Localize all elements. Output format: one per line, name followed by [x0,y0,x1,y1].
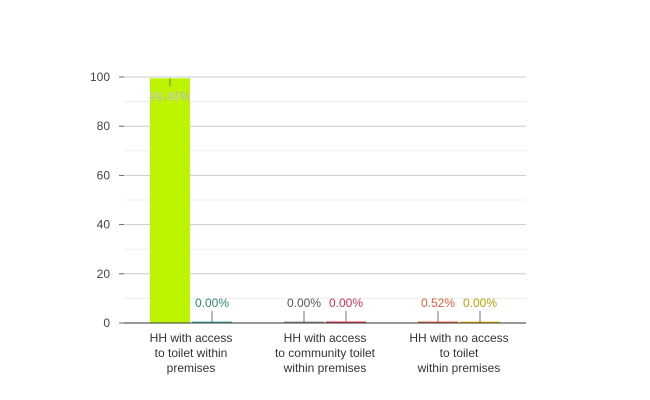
data-label: 0.00% [463,296,497,310]
x-category-label: HH with access to community toilet within … [275,331,376,375]
x-category-label-line: premises [167,361,216,375]
x-category-label-line: HH with access [150,331,233,345]
y-tick-label: 60 [97,168,111,182]
grid-lines [124,76,526,299]
y-tick-label: 40 [97,218,111,232]
x-category-label: HH with no access to toilet within premise… [409,331,508,375]
data-label: 0.00% [287,296,321,310]
x-category-label-line: HH with no access [409,331,508,345]
x-category-label-line: within premises [417,361,501,375]
bar[interactable] [150,78,190,323]
data-label: 0.00% [329,296,363,310]
data-label: 99.48% [150,89,191,103]
y-axis: 0 20 40 60 80 100 [90,70,124,330]
x-category-label-line: to toilet [440,346,479,360]
y-tick-label: 100 [90,70,110,84]
data-label: 0.00% [195,296,229,310]
x-axis: HH with access to toilet within premisesHH… [124,322,526,375]
data-label: 0.52% [421,296,455,310]
x-category-label-line: within premises [283,361,367,375]
bars [150,78,500,323]
x-category-label-line: to toilet within [155,346,228,360]
y-tick-label: 0 [103,316,110,330]
y-tick-label: 80 [97,119,111,133]
y-tick-label: 20 [97,267,111,281]
x-category-label: HH with access to toilet within premises [150,331,233,375]
x-category-label-line: to community toilet [275,346,376,360]
x-category-label-line: HH with access [284,331,367,345]
data-labels: 99.48% 0.00% 0.00% 0.00% 0.52% 0.00% [149,78,497,323]
